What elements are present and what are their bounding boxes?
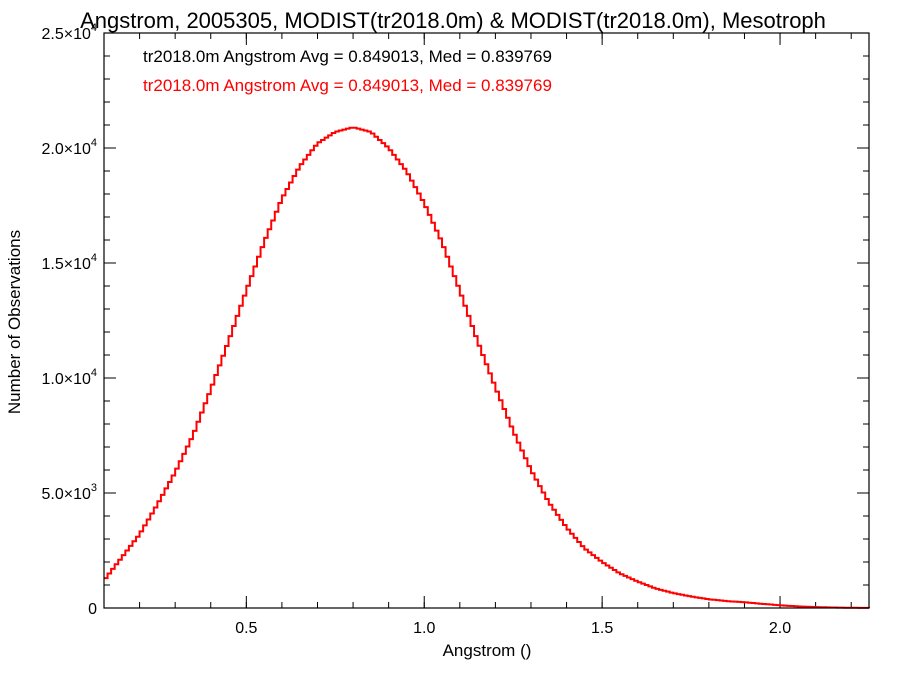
- y-tick-mantissa: 1.0×10: [41, 371, 90, 388]
- y-tick-mantissa: 5.0×10: [41, 486, 90, 503]
- y-tick-exponent: 4: [91, 137, 97, 149]
- plot-frame: [103, 32, 870, 609]
- chart-title: Angstrom, 2005305, MODIST(tr2018.0m) & M…: [80, 8, 826, 33]
- y-tick-label: 2.0×104: [41, 137, 97, 158]
- y-tick-mantissa: 2.5×10: [41, 26, 90, 43]
- y-tick-exponent: 4: [91, 252, 97, 264]
- y-tick-mantissa: 0: [88, 601, 97, 618]
- x-tick-label: 1.0: [413, 620, 435, 637]
- y-tick-mantissa: 1.5×10: [41, 256, 90, 273]
- x-tick-label: 1.5: [591, 620, 613, 637]
- y-tick-label: 1.5×104: [41, 252, 97, 273]
- x-tick-label: 2.0: [769, 620, 791, 637]
- annotation-red: tr2018.0m Angstrom Avg = 0.849013, Med =…: [143, 76, 552, 95]
- y-tick-label: 0: [88, 601, 97, 618]
- x-axis-label: Angstrom (): [443, 641, 532, 660]
- axis-ticks: [103, 32, 869, 609]
- y-tick-exponent: 3: [91, 482, 97, 494]
- annotation-black: tr2018.0m Angstrom Avg = 0.849013, Med =…: [143, 47, 552, 66]
- y-axis-label: Number of Observations: [5, 230, 24, 414]
- x-tick-labels: 0.5 1.0 1.5 2.0: [235, 620, 791, 637]
- y-tick-exponent: 4: [91, 367, 97, 379]
- y-tick-label: 5.0×103: [41, 482, 97, 503]
- y-tick-label: 2.5×104: [41, 22, 97, 43]
- series-line: [104, 126, 870, 609]
- x-tick-label: 0.5: [235, 620, 257, 637]
- y-tick-exponent: 4: [91, 22, 97, 34]
- plot-area: [103, 32, 870, 609]
- y-tick-label: 1.0×104: [41, 367, 97, 388]
- y-tick-mantissa: 2.0×10: [41, 141, 90, 158]
